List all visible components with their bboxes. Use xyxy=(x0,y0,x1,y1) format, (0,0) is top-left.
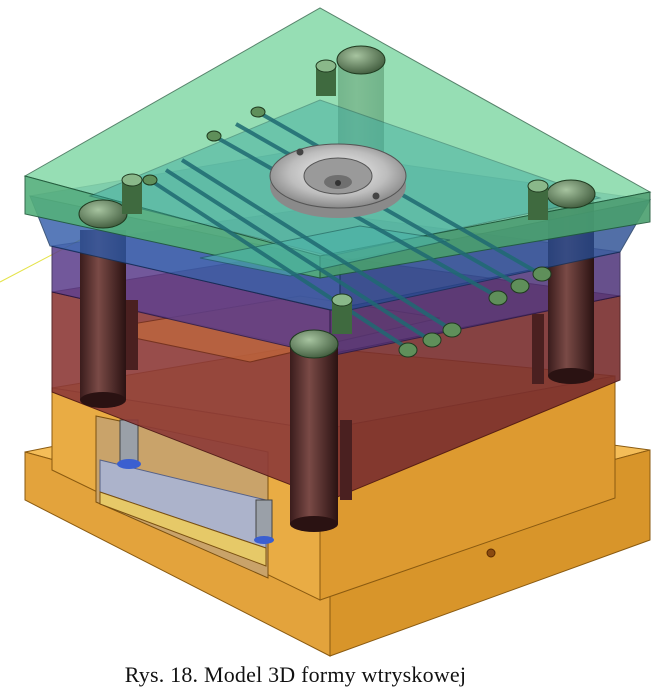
cap-front xyxy=(289,329,339,359)
cap-back xyxy=(336,45,386,75)
fitting-1 xyxy=(398,342,418,358)
fitting-9 xyxy=(250,106,266,118)
return-pin-1 xyxy=(119,419,139,465)
fitting-5 xyxy=(510,278,530,294)
fitting-3 xyxy=(442,322,462,338)
cooling-channel-3 xyxy=(180,158,454,332)
side-port-hole xyxy=(486,548,496,558)
screw-left xyxy=(121,173,143,214)
figure-caption: Rys. 18. Model 3D formy wtryskowej xyxy=(0,662,671,688)
cap-left xyxy=(78,199,128,229)
screw-back xyxy=(315,59,337,96)
cooling-channel-1 xyxy=(148,178,412,352)
return-pin-1-base xyxy=(117,459,141,469)
fitting-7 xyxy=(142,174,158,186)
bushing-screw-1 xyxy=(296,148,304,156)
caption-text: Rys. 18. Model 3D formy wtryskowej xyxy=(124,662,467,687)
cooling-channel-4 xyxy=(213,134,501,300)
guide-pillar-front xyxy=(290,346,338,532)
fitting-6 xyxy=(532,266,552,282)
ejector-retainer xyxy=(99,491,267,567)
return-pin-2 xyxy=(255,499,273,541)
injection-mold-3d-model xyxy=(0,7,652,657)
side-pin-front xyxy=(340,420,352,500)
cooling-fittings xyxy=(142,106,552,358)
bushing-screw-2 xyxy=(372,192,380,200)
bushing-hole xyxy=(335,180,341,186)
screw-front xyxy=(331,293,353,334)
guide-caps xyxy=(78,45,596,359)
side-pin-right xyxy=(532,314,544,384)
sprue-bushing xyxy=(269,143,407,218)
return-pin-2-base xyxy=(254,536,274,544)
fitting-2 xyxy=(422,332,442,348)
socket-head-screws xyxy=(121,59,549,334)
screw-right xyxy=(527,179,549,220)
fitting-4 xyxy=(488,290,508,306)
cooling-channel-2 xyxy=(164,168,432,342)
side-pin-left xyxy=(126,300,138,370)
fitting-8 xyxy=(206,130,222,142)
cap-right xyxy=(546,179,596,209)
